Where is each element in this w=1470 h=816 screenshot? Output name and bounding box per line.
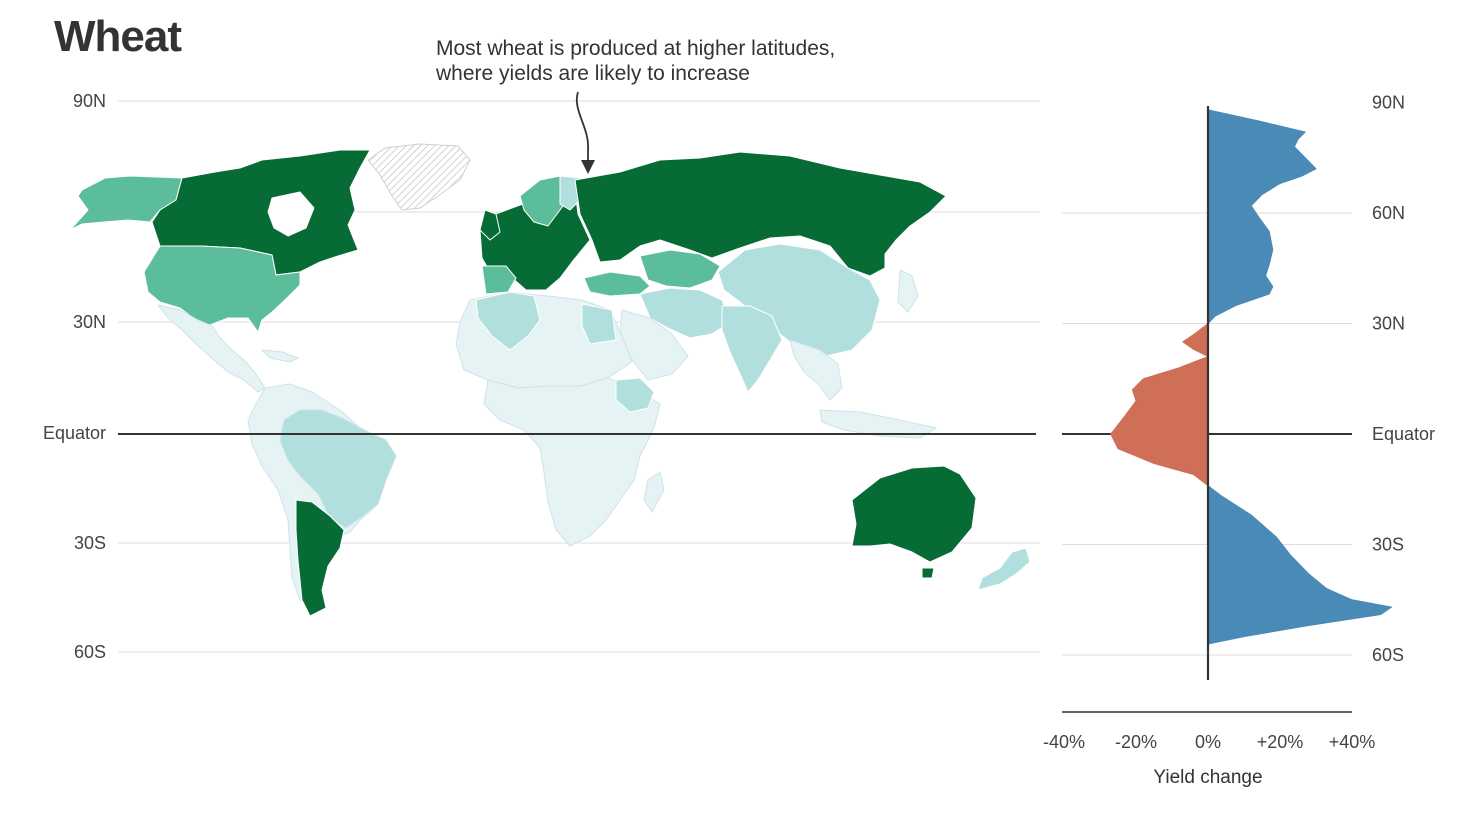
- map-region-caribbean: [261, 349, 299, 363]
- map-lat-label-60s: 60S: [74, 642, 106, 662]
- yield-increase-area: [1207, 485, 1393, 645]
- map-region-india: [721, 305, 783, 393]
- map-region-canada: [151, 149, 371, 276]
- map-region-argentina: [295, 499, 345, 617]
- map-region-japan: [897, 269, 919, 313]
- x-axis-title: Yield change: [1153, 767, 1262, 788]
- map-region-greenland: [367, 143, 471, 211]
- map-region-australia: [851, 465, 977, 563]
- profile-lat-label: 30S: [1372, 535, 1404, 555]
- map-lat-label-90n: 90N: [73, 91, 106, 111]
- profile-areas: [1110, 109, 1393, 645]
- yield-decrease-area: [1110, 356, 1209, 487]
- yield-decrease-area: [1182, 323, 1209, 358]
- profile-chart: 90N 60N 30N Equator 30S 60S -40% -20% 0% +20% +40…: [1043, 93, 1435, 789]
- map-region-finland: [559, 175, 581, 211]
- profile-lat-label: Equator: [1372, 424, 1435, 444]
- map-region-madagascar: [643, 471, 665, 513]
- x-tick-label: +20%: [1257, 732, 1304, 752]
- annotation-arrow: [575, 91, 589, 170]
- map-lat-label-equator: Equator: [43, 423, 106, 443]
- map-region-subsaharan-africa: [483, 377, 661, 547]
- world-map: [69, 143, 1031, 617]
- map-region-new-zealand: [977, 547, 1031, 591]
- map-region-central-asia: [639, 249, 721, 289]
- map-region-turkey: [583, 271, 651, 297]
- map-region-southeast-asia: [789, 339, 843, 401]
- x-tick-labels: -40% -20% 0% +20% +40%: [1043, 732, 1375, 752]
- map-region-hudson-bay: [267, 191, 315, 237]
- annotation-text: Most wheat is produced at higher latitud…: [436, 37, 836, 85]
- x-tick-label: -20%: [1115, 732, 1157, 752]
- x-tick-label: +40%: [1329, 732, 1376, 752]
- map-region-russia: [574, 151, 947, 277]
- map-region-ethiopia: [615, 377, 655, 413]
- annotation-arrowhead: [581, 160, 595, 174]
- chart-title: Wheat: [54, 12, 182, 61]
- map-region-tasmania: [921, 567, 935, 579]
- map-region-alaska: [69, 175, 183, 231]
- map-lat-label-30s: 30S: [74, 533, 106, 553]
- map-region-indonesia: [819, 409, 937, 439]
- profile-lat-label: 60S: [1372, 645, 1404, 665]
- map-region-brazil: [279, 409, 397, 529]
- x-tick-label: 0%: [1195, 732, 1221, 752]
- map-lat-label-30n: 30N: [73, 312, 106, 332]
- profile-lat-label: 90N: [1372, 93, 1405, 113]
- profile-lat-labels: 90N 60N 30N Equator 30S 60S: [1372, 93, 1435, 666]
- profile-lat-label: 30N: [1372, 314, 1405, 334]
- map-region-uk: [479, 209, 501, 241]
- map-region-maghreb: [475, 291, 541, 351]
- yield-increase-area: [1207, 109, 1317, 324]
- x-tick-label: -40%: [1043, 732, 1085, 752]
- map-region-egypt: [581, 303, 617, 345]
- profile-lat-label: 60N: [1372, 203, 1405, 223]
- map-region-middle-east: [639, 287, 731, 339]
- map-lat-labels: 90N 30N Equator 30S 60S: [43, 91, 106, 662]
- map-region-usa: [143, 245, 301, 333]
- map-region-iberia: [481, 265, 517, 295]
